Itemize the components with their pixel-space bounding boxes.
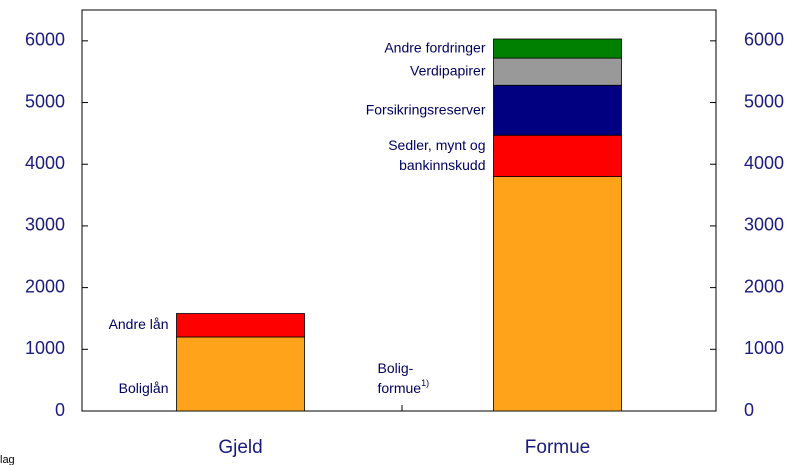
segment-label: Forsikringsreserver bbox=[366, 101, 486, 117]
segment-label-text: Bolig- bbox=[378, 360, 414, 376]
y-tick-label: 0 bbox=[55, 400, 65, 420]
bar-segment bbox=[493, 176, 622, 412]
segment-label-text: Verdipapirer bbox=[410, 62, 486, 78]
bar-segment bbox=[493, 134, 622, 177]
segment-label-text: Andre lån bbox=[109, 316, 169, 332]
y2-tick-label: 3000 bbox=[744, 215, 784, 235]
segment-label-text: Boliglån bbox=[119, 380, 169, 396]
bar-segment bbox=[493, 57, 622, 86]
bar-segment bbox=[493, 38, 622, 59]
segment-label-text: Andre fordringer bbox=[384, 39, 486, 55]
x-tick-label: Gjeld bbox=[218, 437, 262, 458]
y-tick-label: 5000 bbox=[25, 91, 65, 111]
bar-segment bbox=[176, 313, 305, 338]
segment-label-text: Sedler, mynt og bbox=[388, 137, 485, 153]
segment-label: Andre lån bbox=[109, 316, 169, 332]
segment-label: Sedler, mynt og bbox=[388, 137, 485, 153]
bar-segment bbox=[176, 336, 305, 412]
y-tick-label: 3000 bbox=[25, 215, 65, 235]
y2-tick-label: 4000 bbox=[744, 153, 784, 173]
plot-frame bbox=[81, 9, 717, 412]
x-tick-label: Formue bbox=[525, 437, 590, 458]
y-tick-label: 2000 bbox=[25, 276, 65, 296]
segment-label: Verdipapirer bbox=[410, 62, 486, 78]
y-tick-label: 1000 bbox=[25, 338, 65, 358]
y2-tick-label: 6000 bbox=[744, 30, 784, 50]
y2-tick-label: 2000 bbox=[744, 276, 784, 296]
segment-label: Bolig- bbox=[378, 360, 414, 376]
segment-label-text: formue bbox=[378, 380, 422, 396]
segment-label: formue1) bbox=[378, 378, 430, 395]
footnote-marker: 1) bbox=[421, 378, 429, 388]
segment-label-text: Forsikringsreserver bbox=[366, 101, 486, 117]
source-fragment: lag bbox=[0, 454, 15, 465]
y2-tick-label: 0 bbox=[744, 400, 754, 420]
segment-label-text: bankinnskudd bbox=[399, 157, 485, 173]
y-tick-label: 6000 bbox=[25, 30, 65, 50]
segment-label: Andre fordringer bbox=[384, 39, 486, 55]
bar-segment bbox=[493, 84, 622, 136]
y2-tick-label: 5000 bbox=[744, 91, 784, 111]
segment-label: Boliglån bbox=[119, 380, 169, 396]
y2-tick-label: 1000 bbox=[744, 338, 784, 358]
segment-label: bankinnskudd bbox=[399, 157, 485, 173]
y-tick-label: 4000 bbox=[25, 153, 65, 173]
